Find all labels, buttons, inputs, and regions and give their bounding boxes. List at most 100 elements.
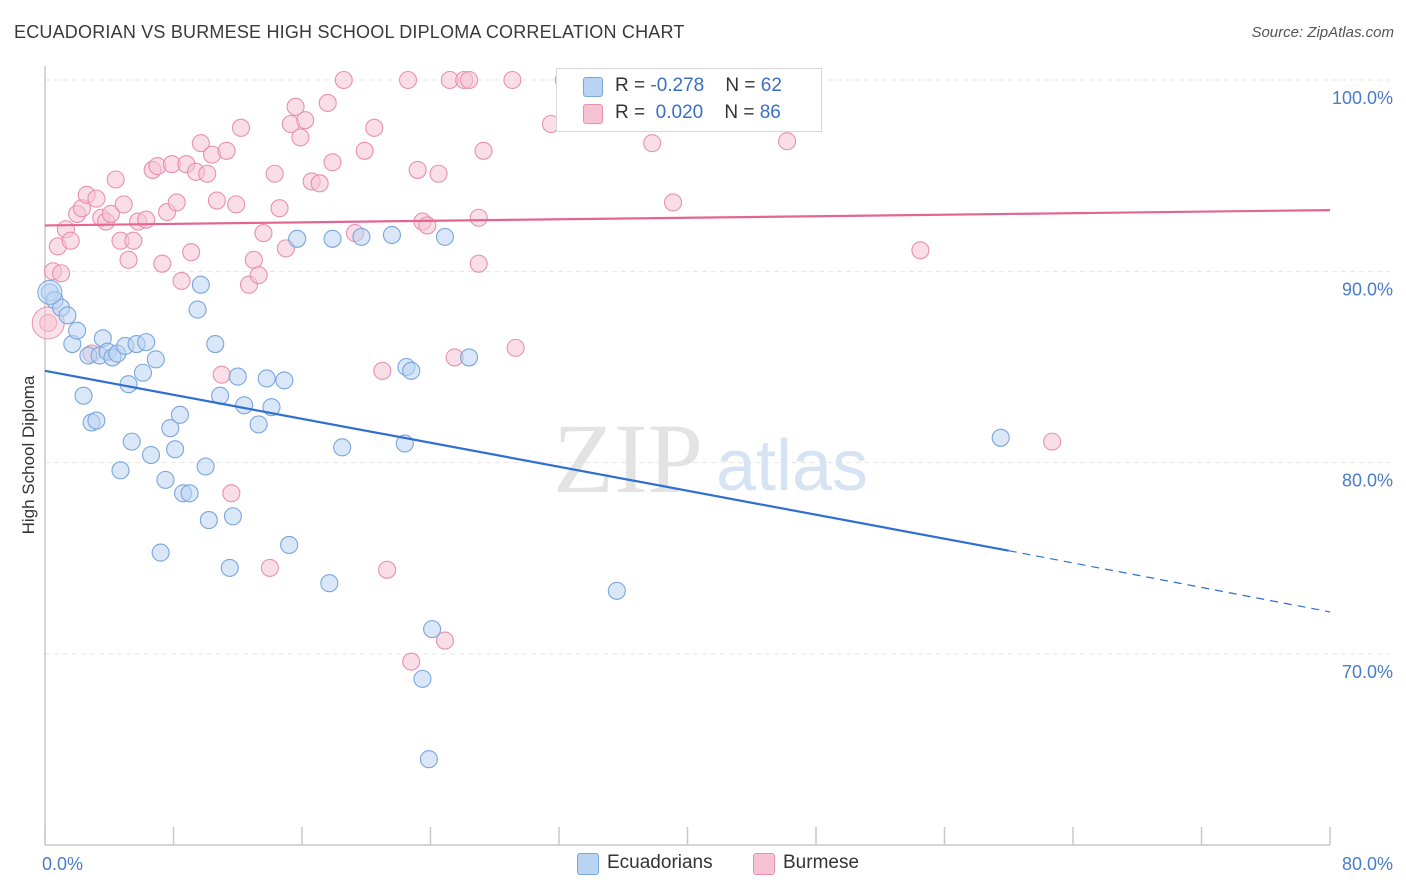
y-tick-label: 70.0%	[1342, 662, 1393, 682]
legend-n-label: N =	[725, 75, 761, 96]
burmese-point	[310, 174, 329, 193]
burmese-point	[318, 93, 337, 113]
ecuadorian-point	[423, 620, 442, 639]
legend-r-label: R =	[615, 75, 651, 96]
ecuadorian-point	[257, 369, 276, 388]
ecuadorian-point	[223, 507, 242, 526]
gridlines	[45, 79, 1390, 655]
ecuadorian-point	[133, 363, 153, 382]
x-tick-label: 80.0%	[1342, 854, 1393, 874]
ecuadorian-trend-line	[44, 369, 1009, 552]
blue-swatch	[577, 853, 599, 875]
ecuadorian-point	[111, 461, 130, 480]
burmese-point	[227, 195, 246, 214]
burmese-point	[249, 266, 268, 285]
ecuadorian-point	[220, 558, 239, 577]
burmese-point	[1043, 432, 1062, 451]
burmese-point	[402, 652, 421, 671]
ecuadorian-point	[459, 348, 479, 367]
legend-n-label: N =	[724, 102, 760, 123]
ecuadorian-point	[37, 279, 63, 305]
legend-r-label: R =	[615, 102, 651, 123]
ecuadorian-point	[166, 440, 185, 459]
burmese-point	[291, 128, 310, 147]
burmese-point	[137, 210, 156, 229]
burmese-point	[503, 70, 522, 90]
ecuadorian-point	[170, 405, 189, 424]
burmese-point	[207, 191, 226, 210]
burmese-point	[474, 141, 493, 160]
burmese-point	[254, 224, 273, 243]
burmese-point	[114, 195, 133, 214]
burmese-point	[373, 361, 392, 380]
ecuadorian-point	[151, 543, 170, 562]
pink-swatch	[753, 853, 775, 875]
burmese-point	[469, 208, 488, 227]
ecuadorian-point	[235, 396, 254, 415]
burmese-point	[191, 134, 210, 153]
x-tick-label: 0.0%	[42, 854, 83, 874]
y-tick-label: 90.0%	[1342, 279, 1393, 299]
ecuadorian-point	[435, 227, 455, 246]
burmese-point	[365, 118, 384, 137]
ecuadorian-points	[37, 225, 1010, 769]
blue-swatch	[583, 77, 603, 97]
legend-label: Burmese	[783, 852, 860, 873]
ecuadorian-point	[196, 457, 215, 476]
ecuadorian-point	[402, 361, 421, 380]
burmese-point	[244, 250, 263, 269]
ecuadorian-point	[323, 229, 342, 248]
burmese-point	[182, 243, 201, 262]
ecuadorian-point	[161, 419, 180, 438]
ecuadorian-trend-extension	[1008, 550, 1331, 613]
ecuadorian-point	[141, 445, 161, 465]
ecuadorian-point	[352, 227, 371, 246]
burmese-point	[87, 189, 106, 208]
legend-n-value: 62	[760, 75, 782, 96]
ecuadorian-point	[991, 428, 1010, 447]
ecuadorian-point	[419, 750, 438, 769]
ecuadorian-point	[413, 669, 432, 688]
burmese-point	[334, 70, 353, 90]
burmese-point	[506, 338, 525, 357]
source-label: Source: ZipAtlas.com	[1251, 24, 1394, 41]
burmese-point	[286, 97, 305, 116]
burmese-point	[101, 204, 120, 223]
burmese-point	[212, 365, 231, 384]
ecuadorian-point	[180, 484, 199, 503]
burmese-point	[222, 484, 241, 503]
ecuadorian-point	[191, 275, 210, 294]
burmese-point	[296, 111, 315, 130]
burmese-point	[172, 271, 191, 290]
burmese-point	[778, 132, 797, 151]
ecuadorian-point	[137, 333, 156, 352]
ecuadorian-point	[68, 321, 87, 340]
burmese-point	[429, 164, 448, 183]
burmese-point	[260, 558, 279, 577]
watermark: ZIP atlas	[553, 403, 868, 514]
burmese-point	[106, 170, 125, 189]
ecuadorian-point	[58, 306, 77, 325]
burmese-trend-line	[44, 209, 1331, 227]
burmese-point	[265, 164, 284, 183]
ecuadorian-point	[333, 438, 352, 457]
ecuadorian-point	[607, 581, 626, 600]
burmese-point	[408, 160, 427, 179]
burmese-points	[31, 70, 1062, 671]
ecuadorian-point	[206, 334, 225, 354]
legend-r-value: 0.020	[655, 102, 704, 123]
ecuadorian-point	[199, 511, 218, 530]
burmese-point	[435, 631, 455, 650]
ecuadorian-point	[74, 386, 93, 405]
burmese-point	[231, 118, 251, 137]
burmese-point	[459, 70, 479, 90]
y-tick-label: 80.0%	[1342, 471, 1393, 491]
burmese-point	[323, 153, 342, 172]
ecuadorian-point	[320, 574, 339, 593]
burmese-point	[217, 141, 236, 160]
ecuadorian-point	[122, 432, 141, 451]
trend-lines	[44, 209, 1331, 613]
burmese-point	[398, 70, 418, 90]
burmese-point	[270, 199, 289, 218]
